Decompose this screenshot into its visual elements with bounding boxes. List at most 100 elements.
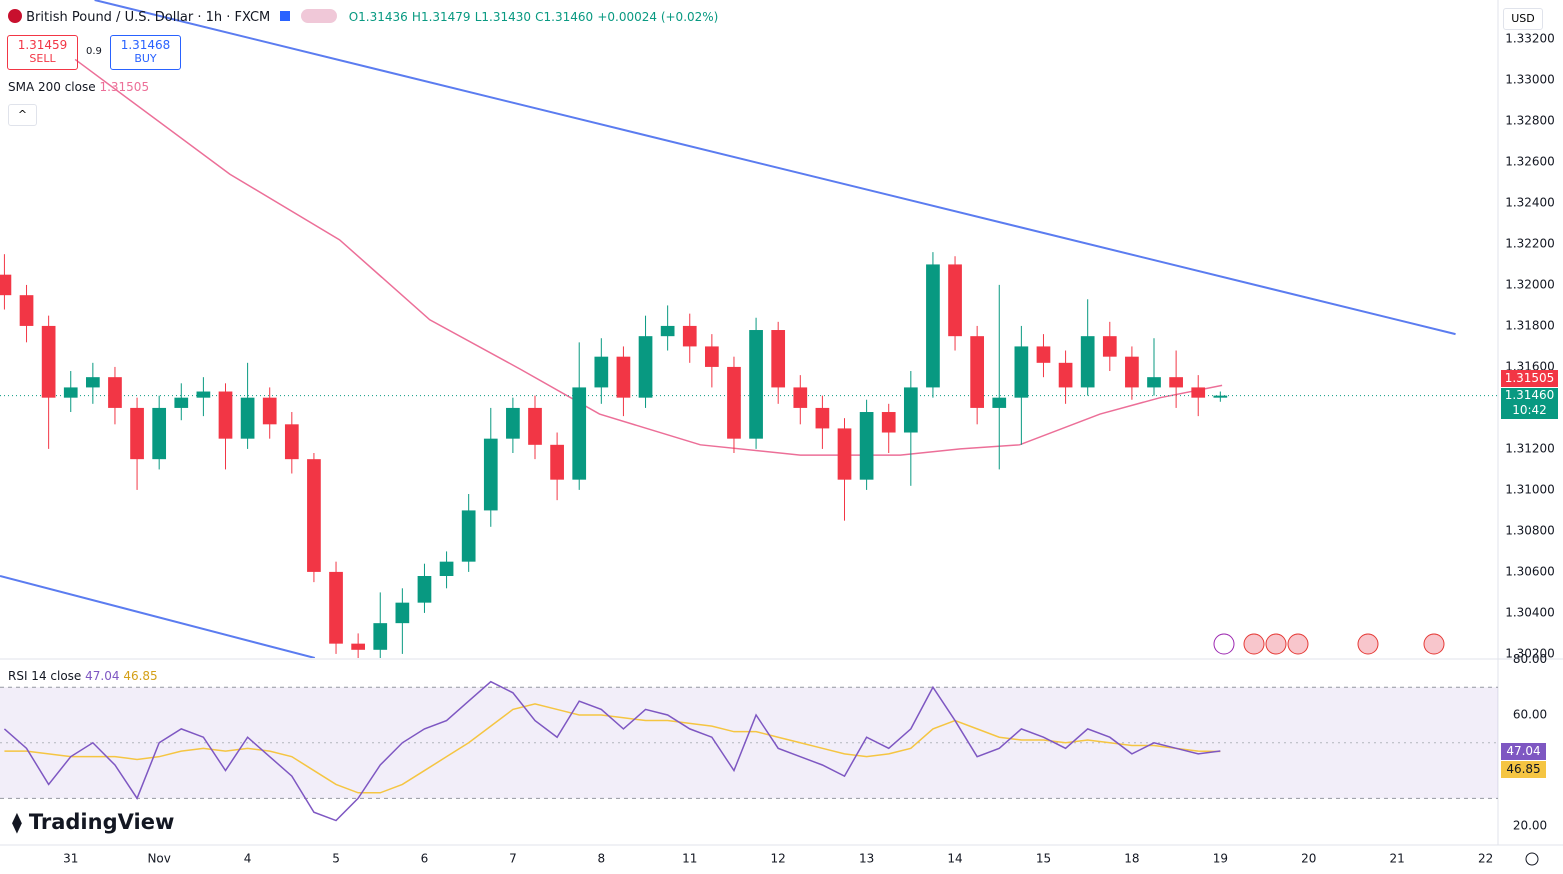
candle-body — [1058, 362, 1073, 388]
candle-body — [594, 356, 609, 388]
candle-body — [1147, 377, 1161, 388]
candle-body — [926, 264, 940, 388]
sma-value: 1.31505 — [99, 80, 150, 94]
buy-button[interactable]: 1.31468 BUY — [110, 35, 181, 70]
y-tick-label: 1.32600 — [1505, 154, 1555, 168]
ohlc-open: O1.31436 — [348, 10, 408, 24]
rsi-ma-value: 46.85 — [123, 669, 158, 683]
settings-icon[interactable] — [1525, 852, 1539, 866]
candle-body — [970, 336, 985, 408]
legend-row: British Pound / U.S. Dollar · 1h · FXCM … — [8, 9, 718, 25]
candle-body — [1036, 346, 1051, 363]
candle-body — [218, 391, 233, 439]
toggle[interactable] — [300, 9, 337, 23]
x-tick-label: 14 — [947, 852, 962, 866]
x-tick-label: 6 — [421, 852, 429, 866]
sell-label: SELL — [29, 52, 56, 65]
candle-body — [881, 412, 896, 433]
x-tick-label: 18 — [1124, 852, 1139, 866]
candle-body — [837, 428, 852, 480]
candle-body — [262, 397, 277, 425]
candle-body — [130, 407, 144, 460]
candle-body — [196, 391, 211, 398]
candle-body — [660, 325, 675, 337]
sma-label: SMA 200 close — [8, 80, 96, 94]
candle-body — [439, 561, 454, 577]
candle-body — [1080, 336, 1095, 388]
candle-body — [0, 274, 12, 296]
candle-body — [85, 377, 100, 388]
rsi-tick-label: 20.00 — [1513, 819, 1547, 833]
event-icon[interactable] — [1213, 633, 1235, 655]
candle-body — [483, 438, 498, 511]
y-tick-label: 1.30400 — [1505, 605, 1555, 619]
candle-body — [682, 325, 697, 347]
rsi-legend: RSI 14 close 47.04 46.85 — [8, 669, 158, 683]
candle-body — [284, 424, 299, 460]
candle-body — [815, 407, 830, 429]
x-tick-label: 22 — [1478, 852, 1493, 866]
ohlc-close: C1.31460 — [535, 10, 594, 24]
candle-body — [41, 325, 56, 398]
candle-body — [992, 397, 1007, 408]
y-tick-label: 1.30200 — [1505, 646, 1555, 660]
y-tick-label: 1.32000 — [1505, 277, 1555, 291]
y-tick-label: 1.31200 — [1505, 441, 1555, 455]
candle-body — [1014, 346, 1029, 398]
sell-button[interactable]: 1.31459 SELL — [7, 35, 78, 70]
y-tick-label: 1.32800 — [1505, 113, 1555, 127]
event-icon[interactable] — [1265, 633, 1287, 655]
y-tick-label: 1.31600 — [1505, 359, 1555, 373]
trendline — [94, 0, 1456, 336]
countdown: 10:42 — [1512, 403, 1547, 417]
flag-icon — [8, 9, 22, 23]
event-icon[interactable] — [1243, 633, 1265, 655]
candle-body — [19, 295, 34, 326]
x-tick-label: 5 — [332, 852, 340, 866]
collapse-button[interactable]: ^ — [8, 104, 37, 126]
ohlc-change: +0.00024 (+0.02%) — [597, 10, 719, 24]
candle-body — [948, 264, 962, 337]
candle-body — [307, 459, 321, 572]
x-tick-label: 31 — [63, 852, 78, 866]
rsi-line — [3, 680, 1221, 822]
candle-body — [417, 576, 432, 603]
candle-body — [572, 387, 587, 480]
spread: 0.9 — [86, 46, 102, 57]
axes: 1.33200 1.33000 1.32800 1.32600 1.32400 1.322… — [63, 31, 1555, 865]
rsi-value: 47.04 — [85, 669, 120, 683]
rsi-tick-label: 80.00 — [1513, 652, 1547, 666]
buy-label: BUY — [134, 52, 157, 65]
x-tick-label: 8 — [598, 852, 606, 866]
candle-body — [793, 387, 808, 408]
candle-body — [329, 571, 343, 644]
event-icon[interactable] — [1423, 633, 1445, 655]
logo-text: TradingView — [28, 810, 175, 834]
trendline — [0, 575, 316, 658]
rsi-pane — [0, 680, 1498, 822]
event-icon[interactable] — [1287, 633, 1309, 655]
x-tick-label: 12 — [771, 852, 786, 866]
candle-body — [903, 387, 918, 433]
sma-line — [74, 58, 1223, 456]
y-tick-label: 1.31800 — [1505, 318, 1555, 332]
candle-body — [1213, 395, 1228, 398]
candle-body — [461, 510, 476, 562]
candle-body — [550, 444, 564, 480]
currency-button[interactable]: USD — [1503, 8, 1543, 30]
candle-body — [528, 407, 542, 445]
candle-body — [373, 623, 388, 650]
candle-body — [63, 387, 78, 398]
rsi-ma-tag: 46.85 — [1501, 761, 1546, 778]
ohlc-low: L1.31430 — [474, 10, 532, 24]
candle-body — [395, 602, 410, 624]
y-tick-label: 1.30800 — [1505, 523, 1555, 537]
logo: ⧫ TradingView — [12, 810, 175, 834]
candle-body — [638, 336, 653, 398]
candle-body — [727, 366, 741, 439]
x-tick-label: 20 — [1301, 852, 1316, 866]
last-price: 1.31460 — [1504, 388, 1555, 402]
x-tick-label: 7 — [509, 852, 517, 866]
event-icon[interactable] — [1357, 633, 1379, 655]
